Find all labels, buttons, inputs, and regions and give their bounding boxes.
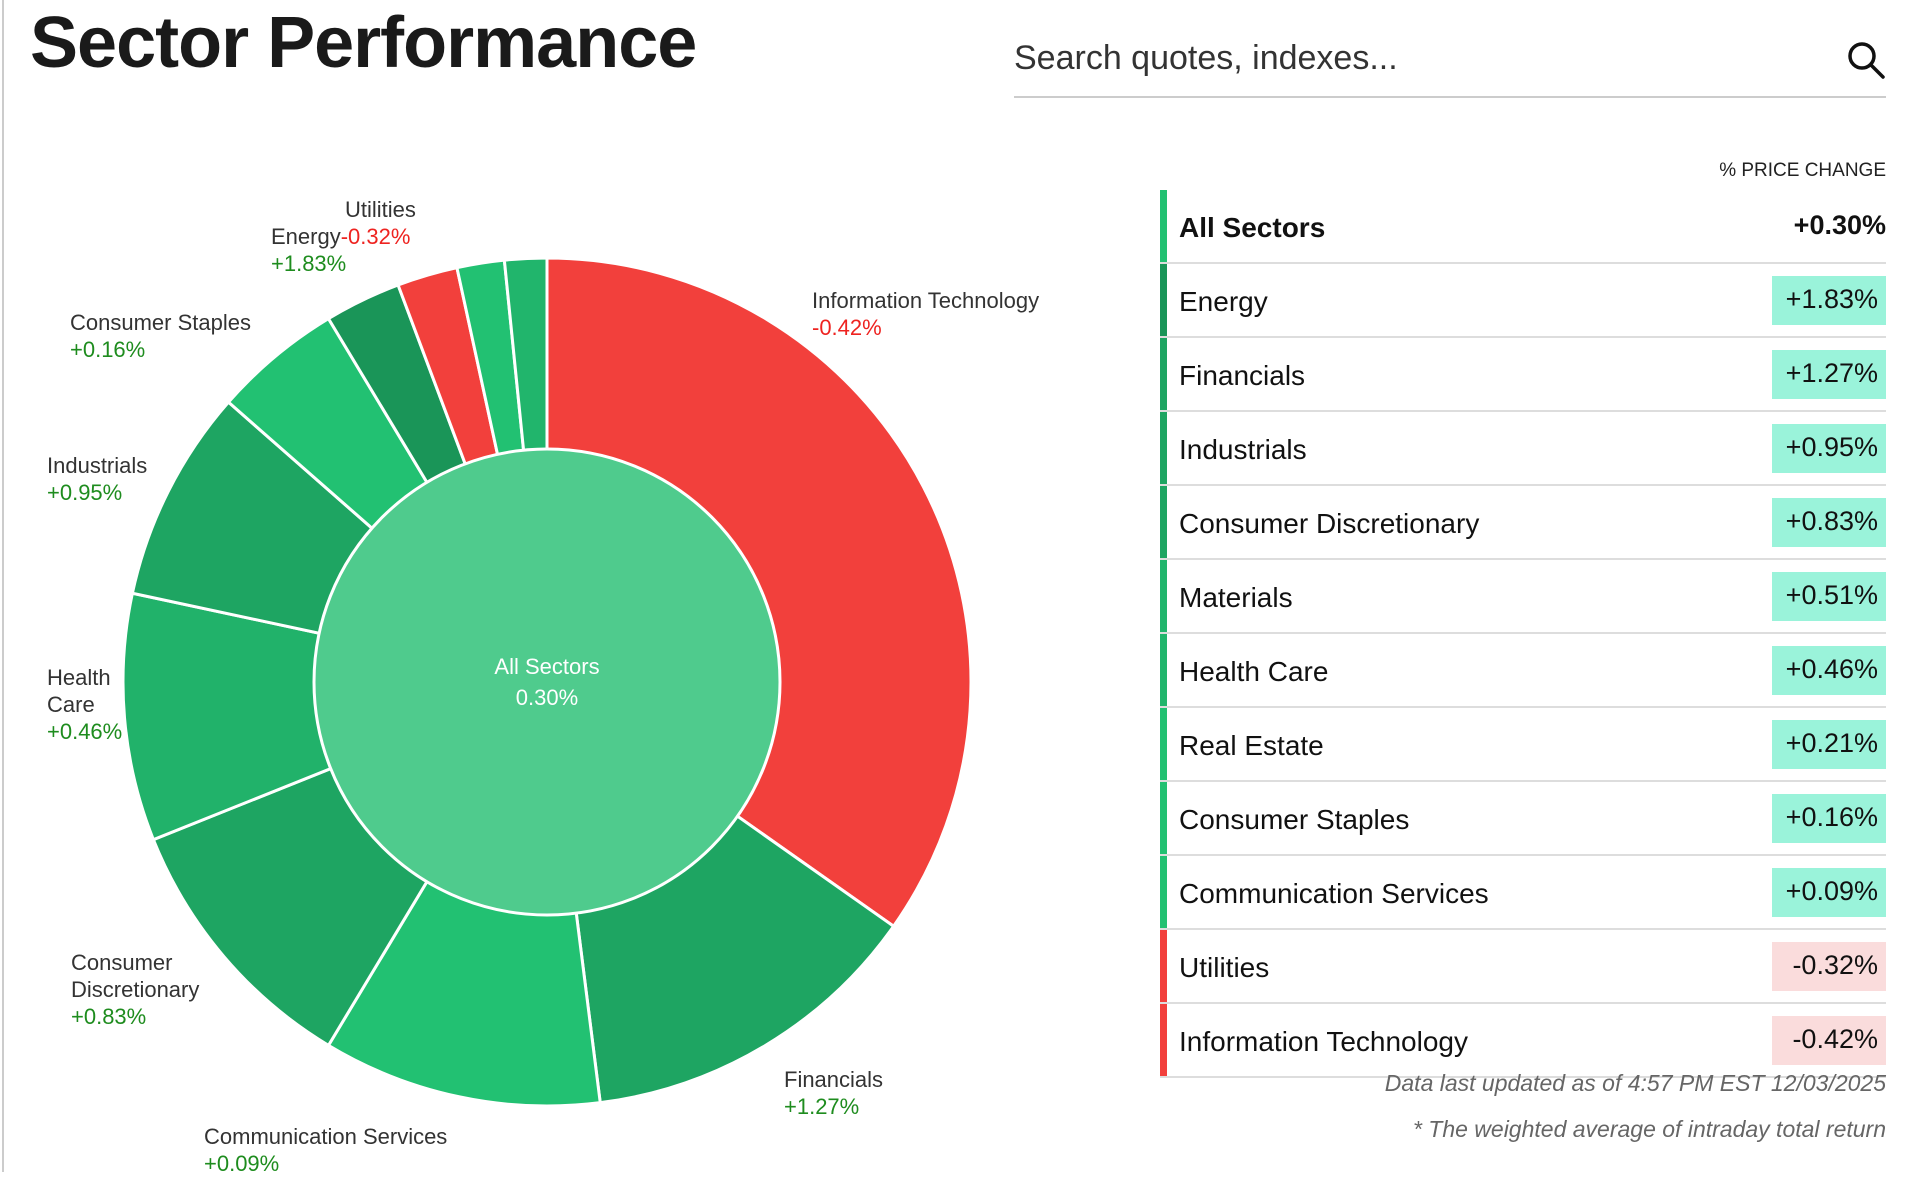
- table-row[interactable]: Information Technology -0.42%: [1160, 1004, 1886, 1078]
- row-indicator: [1160, 708, 1167, 780]
- table-header: % PRICE CHANGE: [1719, 160, 1886, 181]
- row-value: +0.16%: [1772, 794, 1886, 843]
- row-value: +0.83%: [1772, 498, 1886, 547]
- page-title: Sector Performance: [30, 3, 697, 83]
- row-name: Health Care: [1179, 656, 1329, 687]
- row-name: Energy: [1179, 286, 1268, 317]
- table-row[interactable]: Health Care +0.46%: [1160, 634, 1886, 708]
- search-input[interactable]: [1014, 30, 1794, 86]
- row-value: +0.46%: [1772, 646, 1886, 695]
- row-indicator: [1160, 264, 1167, 336]
- label-communication-services: Communication Services +0.09%: [204, 1124, 448, 1176]
- footnote-text: * The weighted average of intraday total…: [1412, 1116, 1886, 1142]
- row-value: -0.32%: [1772, 942, 1886, 991]
- row-value: +0.30%: [1793, 210, 1886, 240]
- row-indicator: [1160, 338, 1167, 410]
- row-name: Information Technology: [1179, 1026, 1468, 1057]
- row-indicator: [1160, 1004, 1167, 1076]
- row-name: Consumer Staples: [1179, 804, 1410, 835]
- row-value: +0.51%: [1772, 572, 1886, 621]
- row-name: Utilities: [1179, 952, 1270, 983]
- label-energy-change: +1.83%: [271, 251, 347, 276]
- label-utilities: Utilities: [345, 197, 416, 222]
- table-row-all-sectors[interactable]: All Sectors +0.30%: [1160, 190, 1886, 264]
- table-row[interactable]: Consumer Discretionary +0.83%: [1160, 486, 1886, 560]
- label-information-technology: Information Technology -0.42%: [812, 288, 1040, 340]
- search-bar: [1014, 30, 1886, 98]
- last-updated-text: Data last updated as of 4:57 PM EST 12/0…: [1384, 1070, 1886, 1096]
- row-name: All Sectors: [1179, 212, 1326, 243]
- row-indicator: [1160, 560, 1167, 632]
- table-row[interactable]: Materials +0.51%: [1160, 560, 1886, 634]
- row-name: Communication Services: [1179, 878, 1489, 909]
- table-row[interactable]: Communication Services +0.09%: [1160, 856, 1886, 930]
- table-row[interactable]: Real Estate +0.21%: [1160, 708, 1886, 782]
- row-value: +0.95%: [1772, 424, 1886, 473]
- row-indicator: [1160, 634, 1167, 706]
- label-energy: Energy-0.32% +1.83%: [271, 224, 411, 276]
- search-icon[interactable]: [1846, 40, 1886, 80]
- label-industrials: Industrials +0.95%: [47, 453, 148, 505]
- table-row[interactable]: Financials +1.27%: [1160, 338, 1886, 412]
- label-financials: Financials +1.27%: [784, 1067, 884, 1119]
- left-border: [2, 0, 4, 1172]
- row-value: +0.09%: [1772, 868, 1886, 917]
- row-indicator: [1160, 412, 1167, 484]
- center-label: All Sectors 0.30%: [494, 654, 600, 710]
- row-value: +0.21%: [1772, 720, 1886, 769]
- row-name: Industrials: [1179, 434, 1307, 465]
- row-indicator: [1160, 856, 1167, 928]
- center-circle[interactable]: [312, 447, 782, 917]
- row-value: +1.27%: [1772, 350, 1886, 399]
- label-utilities-change: -0.32%: [340, 224, 411, 249]
- row-value: +1.83%: [1772, 276, 1886, 325]
- row-name: Real Estate: [1179, 730, 1324, 761]
- row-indicator: [1160, 930, 1167, 1002]
- row-name: Financials: [1179, 360, 1306, 391]
- row-name: Consumer Discretionary: [1179, 508, 1480, 539]
- table-row[interactable]: Utilities -0.32%: [1160, 930, 1886, 1004]
- row-value: -0.42%: [1772, 1016, 1886, 1065]
- table-row[interactable]: Industrials +0.95%: [1160, 412, 1886, 486]
- label-health-care: Health Care +0.46%: [47, 665, 123, 744]
- row-indicator: [1160, 190, 1167, 262]
- label-consumer-staples: Consumer Staples +0.16%: [70, 310, 251, 362]
- sector-donut-chart: [121, 256, 973, 1108]
- label-consumer-discretionary: Consumer Discretionary +0.83%: [71, 950, 200, 1029]
- table-row[interactable]: Energy +1.83%: [1160, 264, 1886, 338]
- sector-table: % PRICE CHANGE All Sectors +0.30% Energy…: [1160, 160, 1886, 1078]
- table-row[interactable]: Consumer Staples +0.16%: [1160, 782, 1886, 856]
- row-name: Materials: [1179, 582, 1293, 613]
- row-indicator: [1160, 486, 1167, 558]
- row-indicator: [1160, 782, 1167, 854]
